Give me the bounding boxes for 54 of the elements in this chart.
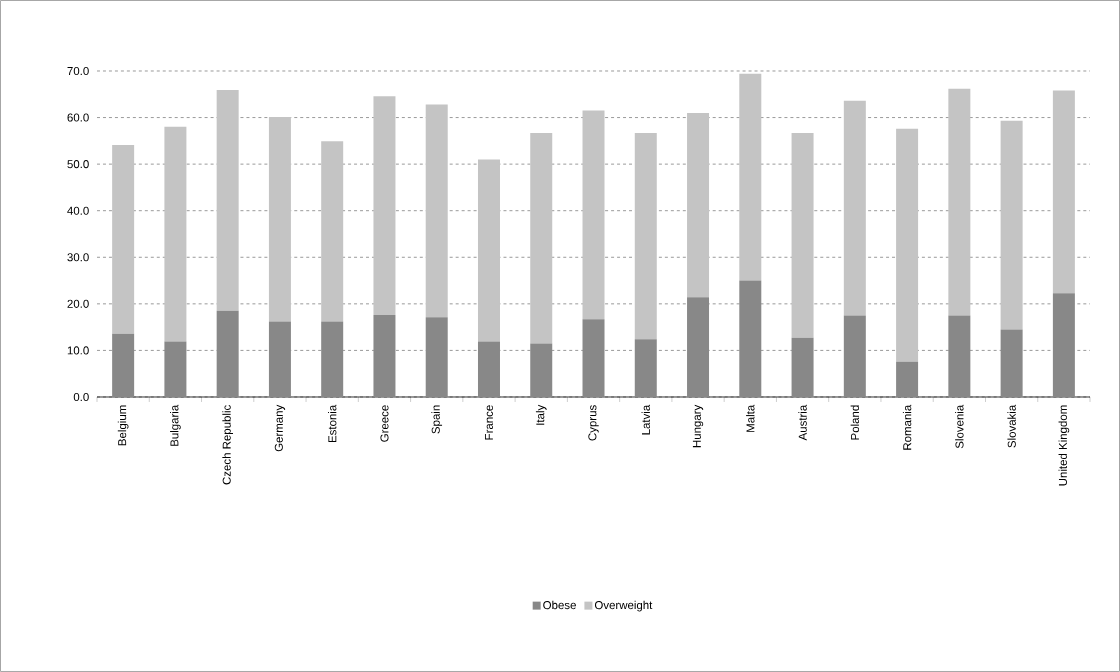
x-tick-label: Greece bbox=[380, 405, 389, 442]
bar bbox=[321, 141, 344, 322]
x-tick-label: Slovakia bbox=[1007, 404, 1016, 448]
bar bbox=[791, 132, 814, 338]
bar bbox=[634, 132, 657, 340]
y-tick-label: 0.0 bbox=[73, 392, 89, 402]
bar bbox=[373, 96, 396, 316]
x-tick-label: Spain bbox=[431, 405, 443, 434]
y-tick-label: 30.0 bbox=[67, 253, 89, 262]
legend-label: Obese bbox=[543, 600, 576, 610]
x-tick-label: Austria bbox=[798, 404, 807, 441]
x-tick-label: Estonia bbox=[327, 404, 337, 443]
bar bbox=[216, 90, 239, 311]
bar bbox=[739, 73, 762, 281]
bar bbox=[687, 112, 710, 298]
x-tick-label: Cyprus bbox=[588, 405, 599, 441]
x-tick-label: Latvia bbox=[641, 404, 650, 435]
bar bbox=[425, 317, 448, 397]
bar bbox=[896, 128, 919, 362]
x-tick-label: Poland bbox=[850, 405, 860, 440]
x-tick-label: Malta bbox=[746, 404, 755, 432]
x-tick-label: France bbox=[485, 405, 493, 440]
x-tick-label: Bulgaria bbox=[170, 404, 181, 446]
bar bbox=[164, 126, 187, 342]
bar bbox=[1000, 120, 1023, 330]
x-tick-label: Belgium bbox=[117, 405, 129, 446]
x-tick-label: Germany bbox=[274, 404, 286, 452]
y-tick-label: 10.0 bbox=[67, 346, 89, 355]
bar bbox=[268, 117, 291, 322]
bar bbox=[843, 315, 866, 397]
bar bbox=[268, 321, 291, 397]
x-tick-label: Hungary bbox=[692, 404, 704, 448]
legend-label: Overweight bbox=[594, 600, 653, 612]
bar bbox=[634, 339, 657, 397]
bar bbox=[1052, 90, 1075, 294]
x-tick-label: Italy bbox=[535, 404, 547, 425]
bar bbox=[896, 361, 919, 397]
y-tick-label: 70.0 bbox=[67, 66, 89, 76]
bar bbox=[477, 159, 500, 342]
bar bbox=[530, 132, 553, 344]
x-tick-label: Czech Republic bbox=[222, 405, 234, 485]
bar bbox=[582, 110, 605, 320]
y-tick-label: 50.0 bbox=[67, 160, 89, 169]
bar bbox=[948, 88, 971, 316]
bar bbox=[1052, 293, 1075, 397]
x-tick-label: Slovenia bbox=[955, 404, 964, 449]
bar bbox=[112, 145, 135, 334]
y-tick-label: 20.0 bbox=[67, 299, 89, 308]
x-tick-label: Romania bbox=[902, 404, 912, 450]
y-tick-label: 60.0 bbox=[67, 113, 89, 122]
bar bbox=[843, 100, 866, 316]
y-tick-label: 40.0 bbox=[67, 206, 89, 215]
bar bbox=[425, 104, 448, 318]
x-tick-label: United Kingdom bbox=[1058, 405, 1070, 486]
